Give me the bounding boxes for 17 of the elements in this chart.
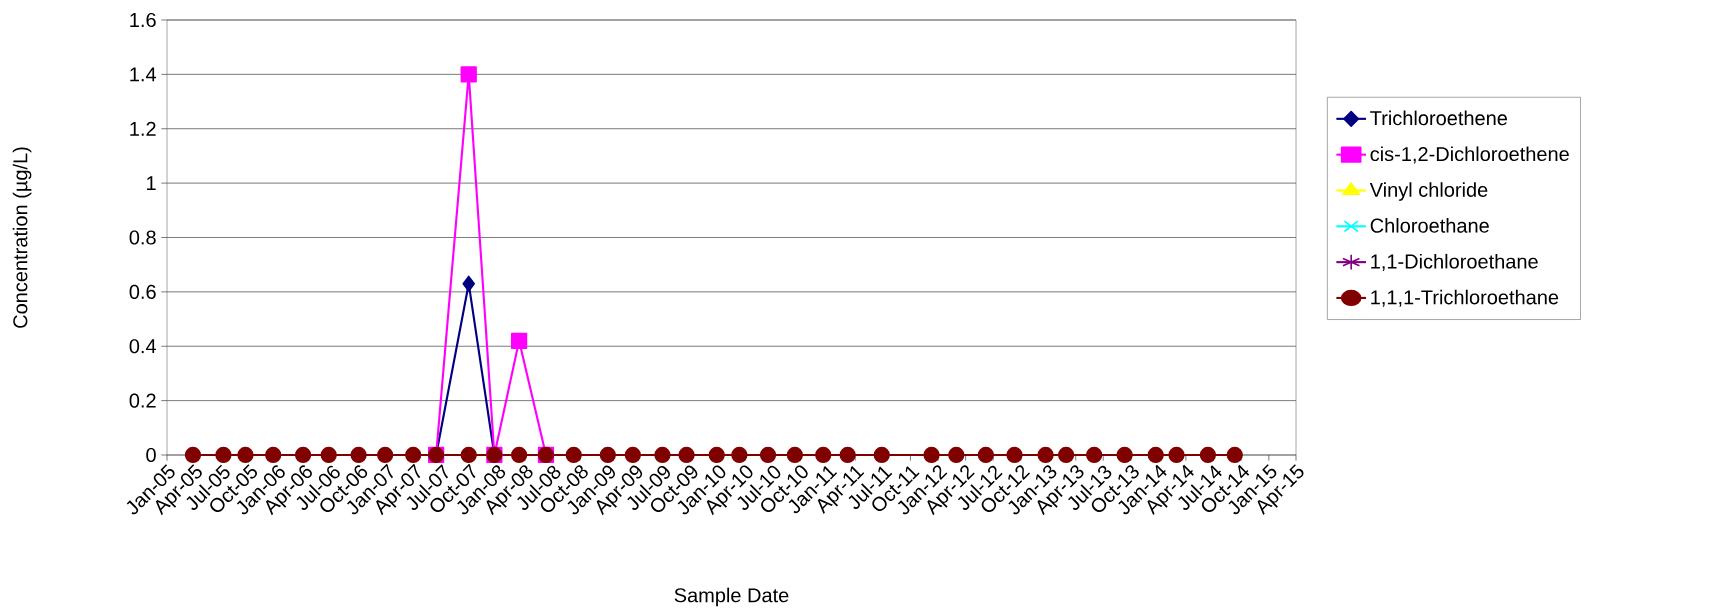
y-tick-label: 0.8 [129, 230, 156, 245]
legend-label: Vinyl chloride [1369, 182, 1488, 201]
legend-label: cis-1,2-Dichloroethene [1370, 146, 1569, 164]
y-tick-label: 0.6 [129, 284, 156, 299]
y-tick-label: 1.6 [130, 12, 156, 28]
legend-label: 1,1-Dichloroethane [1371, 253, 1538, 271]
y-axis-title: Concentration (µg/L) [12, 147, 32, 328]
y-tick-label: 0.4 [129, 339, 157, 354]
y-tick-label: 0 [146, 447, 156, 463]
legend-label: 1,1,1-Trichloroethane [1371, 289, 1559, 307]
legend-label: Chloroethane [1370, 218, 1489, 233]
y-tick-label: 1.4 [130, 67, 157, 82]
x-axis-title: Sample Date [674, 587, 789, 607]
y-tick-label: 0.2 [129, 393, 156, 408]
y-tick-label: 1.2 [130, 121, 156, 136]
y-tick-label: 1 [147, 176, 156, 190]
legend-label: Trichloroethene [1370, 110, 1508, 126]
